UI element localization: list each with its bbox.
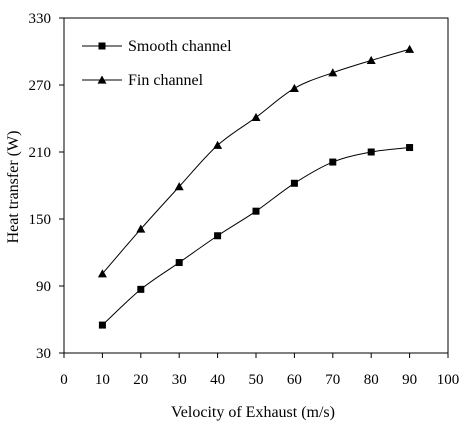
y-axis-ticks: 30 90 150 210 270 330	[29, 11, 64, 362]
data-point	[174, 182, 184, 191]
data-point	[214, 232, 222, 240]
data-point	[252, 207, 260, 215]
x-tick-label: 0	[60, 372, 68, 388]
x-tick-label: 10	[95, 372, 110, 388]
data-point	[98, 321, 106, 329]
plot-area-border	[63, 17, 449, 354]
data-point	[213, 140, 223, 149]
y-tick-label: 210	[29, 145, 52, 161]
x-tick-label: 20	[133, 372, 148, 388]
y-axis-label: Heat transfer (W)	[5, 131, 22, 244]
y-tick-label: 30	[36, 346, 51, 362]
data-point	[175, 259, 183, 267]
y-tick-label: 90	[36, 279, 51, 295]
x-tick-label: 40	[210, 372, 225, 388]
x-tick-label: 90	[402, 372, 417, 388]
data-point	[405, 44, 415, 53]
x-tick-label: 100	[437, 372, 460, 388]
x-axis-ticks: 0 10 20 30 40 50 60 70 80 90 100	[60, 353, 459, 388]
data-point	[97, 269, 107, 278]
series-square	[98, 144, 414, 329]
series-layer	[97, 44, 415, 329]
y-tick-label: 330	[29, 11, 52, 27]
series-line	[102, 147, 410, 326]
legend-item: Smooth channel	[82, 38, 232, 55]
series-triangle	[97, 44, 415, 278]
x-tick-label: 70	[325, 372, 340, 388]
legend-label: Fin channel	[128, 72, 204, 89]
x-axis-label: Velocity of Exhaust (m/s)	[171, 404, 335, 421]
plot-frame	[63, 17, 449, 354]
data-point	[366, 55, 376, 65]
data-point	[328, 68, 338, 77]
legend-marker	[97, 75, 107, 84]
data-point	[329, 158, 337, 166]
x-tick-label: 80	[364, 372, 379, 388]
data-point	[137, 285, 145, 293]
y-tick-label: 150	[29, 212, 52, 228]
y-tick-label: 270	[29, 78, 52, 94]
data-point	[289, 83, 299, 92]
legend-label: Smooth channel	[128, 38, 232, 55]
data-point	[290, 179, 298, 187]
data-point	[406, 144, 414, 152]
legend: Smooth channel Fin channel	[82, 38, 232, 89]
x-tick-label: 30	[172, 372, 187, 388]
legend-marker	[98, 42, 106, 50]
legend-item: Fin channel	[82, 72, 204, 89]
x-tick-label: 50	[249, 372, 264, 388]
data-point	[136, 224, 146, 233]
data-point	[367, 148, 375, 156]
x-tick-label: 60	[287, 372, 302, 388]
data-point	[251, 112, 261, 121]
